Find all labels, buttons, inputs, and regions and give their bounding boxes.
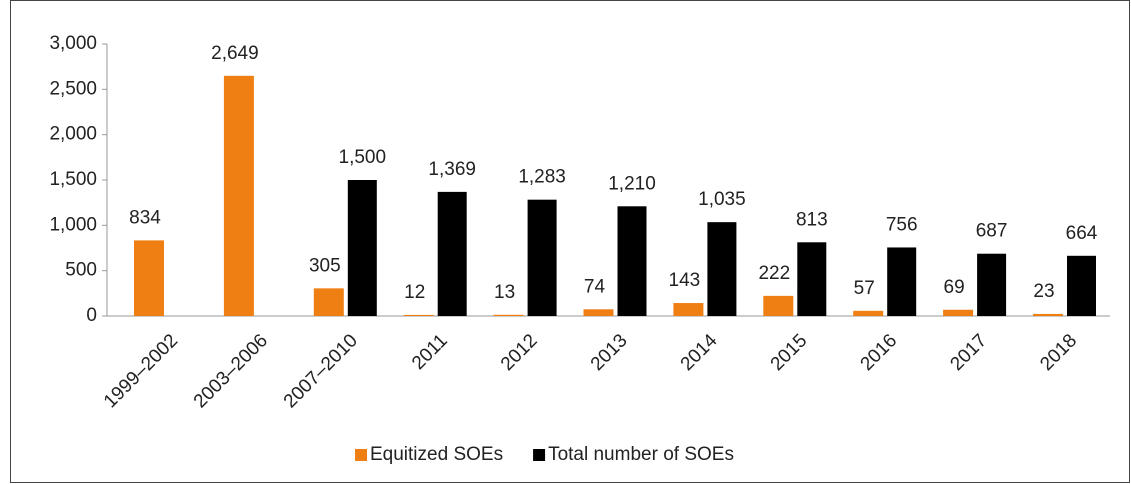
legend-swatch bbox=[533, 449, 546, 461]
value-label: 756 bbox=[886, 214, 918, 235]
bar bbox=[403, 314, 434, 316]
legend-label: Total number of SOEs bbox=[548, 444, 734, 465]
bar bbox=[763, 295, 794, 316]
value-label: 23 bbox=[1033, 281, 1054, 302]
value-label: 687 bbox=[976, 221, 1008, 242]
bar bbox=[707, 222, 737, 316]
value-label: 2,649 bbox=[211, 43, 259, 64]
value-label: 664 bbox=[1066, 223, 1098, 244]
chart-border bbox=[10, 0, 1130, 483]
value-label: 57 bbox=[854, 278, 875, 299]
y-tick-label: 0 bbox=[86, 305, 97, 326]
bar bbox=[853, 310, 884, 316]
value-label: 13 bbox=[494, 282, 515, 303]
value-label: 1,035 bbox=[698, 189, 746, 210]
bar bbox=[943, 309, 974, 316]
bar bbox=[134, 240, 164, 316]
x-tick-label: 2013 bbox=[587, 330, 632, 375]
value-label: 12 bbox=[404, 282, 425, 303]
bar bbox=[887, 247, 917, 316]
bar bbox=[617, 206, 647, 316]
x-tick-label: 2016 bbox=[857, 330, 902, 375]
x-tick-label: 2007–2010 bbox=[280, 330, 362, 412]
x-tick-label: 2015 bbox=[767, 330, 812, 375]
value-label: 69 bbox=[944, 277, 965, 298]
y-tick-label: 3,000 bbox=[49, 33, 97, 54]
x-tick-label: 2011 bbox=[408, 330, 452, 374]
legend-swatch bbox=[355, 449, 367, 461]
value-label: 813 bbox=[796, 209, 828, 230]
value-label: 1,283 bbox=[518, 167, 566, 188]
bar bbox=[493, 314, 524, 316]
x-tick-label: 1999–2002 bbox=[100, 330, 182, 412]
bar bbox=[1067, 255, 1096, 316]
bar bbox=[583, 309, 614, 316]
value-label: 1,210 bbox=[608, 173, 656, 194]
bar bbox=[347, 180, 377, 316]
value-label: 143 bbox=[669, 270, 701, 291]
value-label: 305 bbox=[309, 255, 341, 276]
y-tick-label: 500 bbox=[65, 260, 97, 281]
y-tick-label: 2,500 bbox=[49, 78, 97, 99]
x-tick-label: 2003–2006 bbox=[190, 330, 272, 412]
bar bbox=[977, 253, 1007, 316]
bar bbox=[1033, 313, 1063, 316]
x-tick-label: 2018 bbox=[1036, 330, 1081, 375]
value-label: 74 bbox=[584, 276, 606, 297]
x-tick-label: 2012 bbox=[497, 330, 542, 375]
y-tick-label: 2,000 bbox=[49, 124, 97, 145]
value-label: 222 bbox=[758, 263, 790, 284]
bar bbox=[673, 303, 704, 316]
x-tick-label: 2017 bbox=[946, 330, 991, 375]
bar bbox=[527, 199, 557, 316]
bar bbox=[313, 288, 344, 316]
bar bbox=[223, 75, 254, 316]
value-label: 1,500 bbox=[339, 147, 387, 168]
y-tick-label: 1,500 bbox=[49, 169, 97, 190]
bar bbox=[797, 242, 827, 316]
value-label: 834 bbox=[129, 207, 161, 228]
legend-label: Equitized SOEs bbox=[370, 444, 503, 465]
bar bbox=[437, 191, 467, 316]
value-label: 1,369 bbox=[428, 159, 476, 180]
y-tick-label: 1,000 bbox=[49, 214, 97, 235]
x-tick-label: 2014 bbox=[677, 330, 722, 375]
